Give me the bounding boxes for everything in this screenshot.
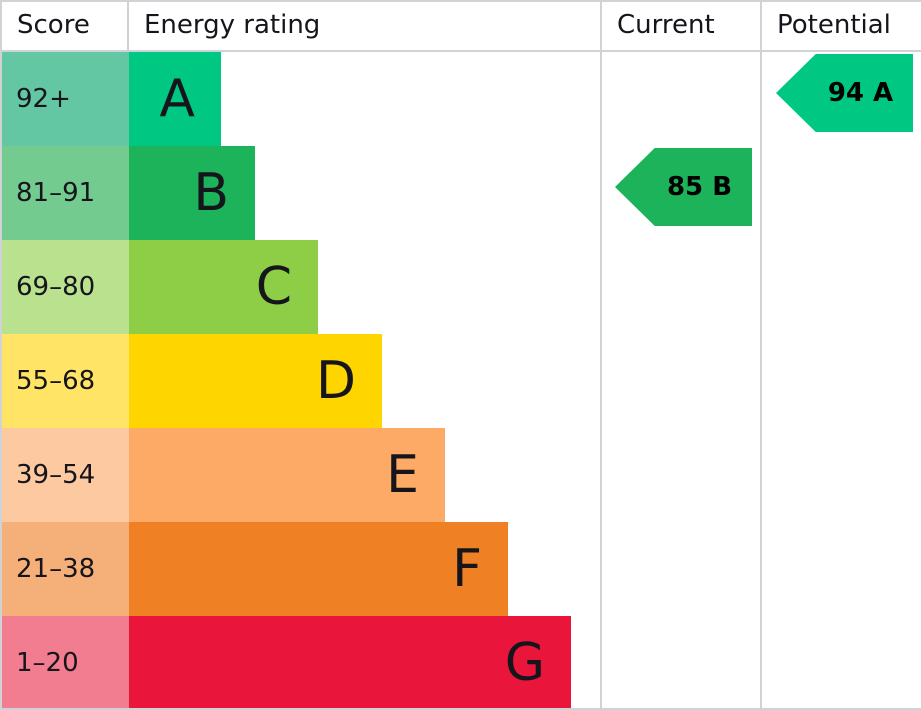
potential-column-divider <box>760 2 762 710</box>
score-range-g: 1–20 <box>2 616 129 710</box>
band-row-g: 1–20 G <box>2 616 921 710</box>
header-separator-line <box>0 50 921 52</box>
rating-bar-c: C <box>129 240 318 334</box>
potential-rating-label: 94 A <box>827 78 894 108</box>
rating-bar-g: G <box>129 616 571 710</box>
band-row-d: 55–68 D <box>2 334 921 428</box>
score-range-d: 55–68 <box>2 334 129 428</box>
band-row-b: 81–91 B <box>2 146 921 240</box>
band-row-e: 39–54 E <box>2 428 921 522</box>
header-score: Score <box>17 10 90 40</box>
current-column-divider <box>600 2 602 710</box>
header-energy-rating: Energy rating <box>144 10 321 40</box>
band-row-f: 21–38 F <box>2 522 921 616</box>
header-potential: Potential <box>777 10 891 40</box>
score-range-a: 92+ <box>2 52 129 146</box>
score-column-divider <box>127 2 129 50</box>
rating-bar-b: B <box>129 146 255 240</box>
frame-left-line <box>0 0 2 710</box>
band-row-c: 69–80 C <box>2 240 921 334</box>
score-range-f: 21–38 <box>2 522 129 616</box>
rating-bar-d: D <box>129 334 382 428</box>
score-range-c: 69–80 <box>2 240 129 334</box>
rating-bar-a: A <box>129 52 221 146</box>
current-rating-label: 85 B <box>666 172 733 202</box>
rating-bar-f: F <box>129 522 508 616</box>
band-row-a: 92+ A <box>2 52 921 146</box>
frame-bottom-line <box>0 708 921 710</box>
score-range-e: 39–54 <box>2 428 129 522</box>
score-range-b: 81–91 <box>2 146 129 240</box>
frame-top-line <box>0 0 921 2</box>
rating-bar-e: E <box>129 428 445 522</box>
header-current: Current <box>617 10 715 40</box>
